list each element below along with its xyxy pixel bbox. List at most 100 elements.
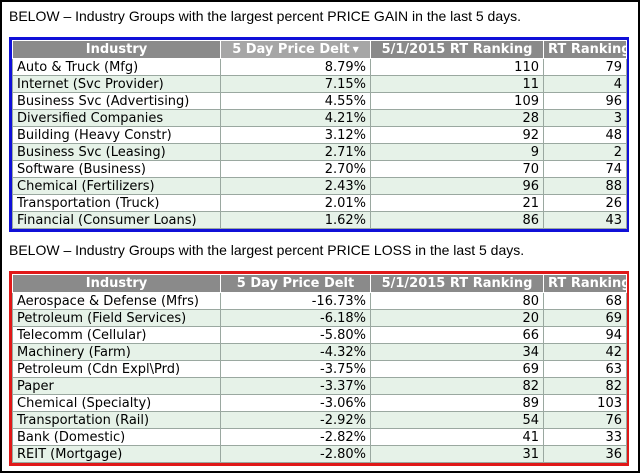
price-delta-cell: -2.92% (220, 411, 371, 429)
rt-ranking-cell: 82 (543, 377, 627, 395)
price-delta-cell: 8.79% (220, 58, 371, 76)
rt-ranking-cell: 36 (543, 445, 627, 463)
gain-col-prior-ranking-header[interactable]: 5/1/2015 RT Ranking (370, 40, 544, 59)
loss-col-rt-ranking-header[interactable]: RT Ranking (543, 274, 627, 293)
rt-ranking-cell: 88 (543, 177, 627, 195)
rt-ranking-cell: 33 (543, 428, 627, 446)
industry-cell: Transportation (Truck) (12, 194, 221, 212)
table-row[interactable]: Business Svc (Leasing) 2.71% 9 2 (12, 143, 627, 161)
price-delta-cell: -4.32% (220, 343, 371, 361)
price-delta-cell: 2.71% (220, 143, 371, 161)
price-delta-cell: -5.80% (220, 326, 371, 344)
prior-ranking-cell: 31 (370, 445, 544, 463)
sort-descending-icon[interactable]: ▼ (352, 45, 359, 54)
price-delta-cell: -3.75% (220, 360, 371, 378)
prior-ranking-cell: 41 (370, 428, 544, 446)
rt-ranking-cell: 76 (543, 411, 627, 429)
rt-ranking-cell: 79 (543, 58, 627, 76)
price-delta-cell: 2.70% (220, 160, 371, 178)
prior-ranking-cell: 82 (370, 377, 544, 395)
table-row[interactable]: REIT (Mortgage) -2.80% 31 36 (12, 445, 627, 463)
table-row[interactable]: Paper -3.37% 82 82 (12, 377, 627, 395)
prior-ranking-cell: 69 (370, 360, 544, 378)
prior-ranking-cell: 11 (370, 75, 544, 93)
industry-cell: Diversified Companies (12, 109, 221, 127)
prior-ranking-cell: 70 (370, 160, 544, 178)
gain-table-body: Auto & Truck (Mfg) 8.79% 110 79 Internet (Sv… (12, 58, 627, 229)
gain-table-header-row: Industry 5 Day Price Delt ▼ 5/1/2015 RT R… (12, 40, 627, 59)
table-row[interactable]: Petroleum (Cdn Expl\Prd) -3.75% 69 63 (12, 360, 627, 378)
rt-ranking-cell: 63 (543, 360, 627, 378)
table-row[interactable]: Transportation (Rail) -2.92% 54 76 (12, 411, 627, 429)
industry-cell: REIT (Mortgage) (12, 445, 221, 463)
rt-ranking-cell: 48 (543, 126, 627, 144)
price-delta-cell: -3.37% (220, 377, 371, 395)
industry-cell: Auto & Truck (Mfg) (12, 58, 221, 76)
prior-ranking-cell: 110 (370, 58, 544, 76)
gain-col-industry-header[interactable]: Industry (12, 40, 221, 59)
gain-heading: BELOW – Industry Groups with the largest… (9, 8, 521, 24)
price-delta-cell: -2.80% (220, 445, 371, 463)
table-row[interactable]: Machinery (Farm) -4.32% 34 42 (12, 343, 627, 361)
rt-ranking-cell: 96 (543, 92, 627, 110)
price-delta-cell: 4.21% (220, 109, 371, 127)
prior-ranking-cell: 89 (370, 394, 544, 412)
gain-table: Industry 5 Day Price Delt ▼ 5/1/2015 RT R… (12, 40, 627, 229)
table-row[interactable]: Internet (Svc Provider) 7.15% 11 4 (12, 75, 627, 93)
price-delta-cell: 1.62% (220, 211, 371, 229)
table-row[interactable]: Building (Heavy Constr) 3.12% 92 48 (12, 126, 627, 144)
price-delta-cell: -2.82% (220, 428, 371, 446)
industry-cell: Paper (12, 377, 221, 395)
prior-ranking-cell: 20 (370, 309, 544, 327)
industry-cell: Machinery (Farm) (12, 343, 221, 361)
rt-ranking-cell: 69 (543, 309, 627, 327)
rt-ranking-cell: 43 (543, 211, 627, 229)
industry-cell: Telecomm (Cellular) (12, 326, 221, 344)
industry-cell: Internet (Svc Provider) (12, 75, 221, 93)
table-row[interactable]: Auto & Truck (Mfg) 8.79% 110 79 (12, 58, 627, 76)
table-row[interactable]: Diversified Companies 4.21% 28 3 (12, 109, 627, 127)
price-delta-cell: -3.06% (220, 394, 371, 412)
prior-ranking-cell: 80 (370, 292, 544, 310)
rt-ranking-cell: 3 (543, 109, 627, 127)
industry-cell: Petroleum (Field Services) (12, 309, 221, 327)
table-row[interactable]: Transportation (Truck) 2.01% 21 26 (12, 194, 627, 212)
table-row[interactable]: Chemical (Specialty) -3.06% 89 103 (12, 394, 627, 412)
loss-col-price-delta-header[interactable]: 5 Day Price Delt (220, 274, 371, 293)
loss-table: Industry 5 Day Price Delt 5/1/2015 RT Ra… (12, 274, 627, 463)
price-delta-cell: 2.01% (220, 194, 371, 212)
industry-cell: Chemical (Specialty) (12, 394, 221, 412)
table-row[interactable]: Telecomm (Cellular) -5.80% 66 94 (12, 326, 627, 344)
prior-ranking-cell: 34 (370, 343, 544, 361)
table-row[interactable]: Business Svc (Advertising) 4.55% 109 96 (12, 92, 627, 110)
gain-col-price-delta-header[interactable]: 5 Day Price Delt ▼ (220, 40, 371, 59)
table-row[interactable]: Software (Business) 2.70% 70 74 (12, 160, 627, 178)
prior-ranking-cell: 109 (370, 92, 544, 110)
loss-col-industry-header[interactable]: Industry (12, 274, 221, 293)
rt-ranking-cell: 103 (543, 394, 627, 412)
table-row[interactable]: Chemical (Fertilizers) 2.43% 96 88 (12, 177, 627, 195)
table-row[interactable]: Financial (Consumer Loans) 1.62% 86 43 (12, 211, 627, 229)
rt-ranking-cell: 68 (543, 292, 627, 310)
table-row[interactable]: Aerospace & Defense (Mfrs) -16.73% 80 68 (12, 292, 627, 310)
industry-cell: Petroleum (Cdn Expl\Prd) (12, 360, 221, 378)
loss-heading: BELOW – Industry Groups with the largest… (9, 242, 525, 258)
gain-col-rt-ranking-header[interactable]: RT Ranking (543, 40, 627, 59)
industry-cell: Aerospace & Defense (Mfrs) (12, 292, 221, 310)
rt-ranking-cell: 42 (543, 343, 627, 361)
table-row[interactable]: Bank (Domestic) -2.82% 41 33 (12, 428, 627, 446)
price-delta-cell: 4.55% (220, 92, 371, 110)
loss-table-header-row: Industry 5 Day Price Delt 5/1/2015 RT Ra… (12, 274, 627, 293)
industry-cell: Business Svc (Advertising) (12, 92, 221, 110)
rt-ranking-cell: 4 (543, 75, 627, 93)
gain-table-panel: Industry 5 Day Price Delt ▼ 5/1/2015 RT R… (9, 37, 629, 232)
price-delta-cell: 3.12% (220, 126, 371, 144)
loss-col-prior-ranking-header[interactable]: 5/1/2015 RT Ranking (370, 274, 544, 293)
industry-cell: Building (Heavy Constr) (12, 126, 221, 144)
table-row[interactable]: Petroleum (Field Services) -6.18% 20 69 (12, 309, 627, 327)
industry-cell: Transportation (Rail) (12, 411, 221, 429)
rt-ranking-cell: 94 (543, 326, 627, 344)
price-delta-cell: 7.15% (220, 75, 371, 93)
prior-ranking-cell: 28 (370, 109, 544, 127)
price-delta-cell: 2.43% (220, 177, 371, 195)
